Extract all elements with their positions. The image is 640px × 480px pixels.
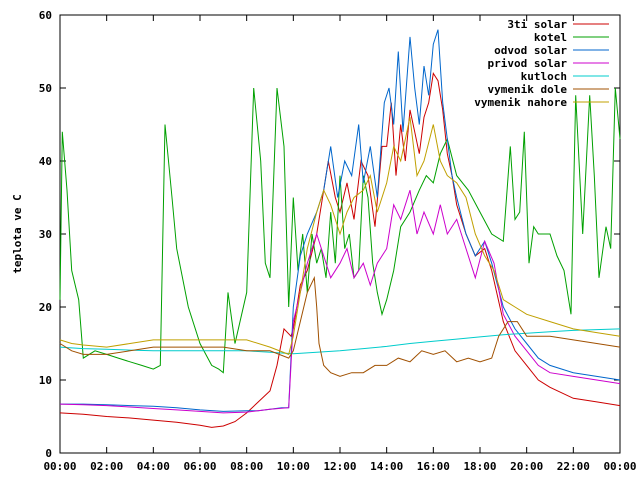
legend-label-vymenik-dole: vymenik dole: [488, 83, 568, 96]
legend-label-odvod-solar: odvod solar: [494, 44, 567, 57]
y-tick-label: 40: [39, 155, 52, 168]
legend-label-3ti-solar: 3ti solar: [507, 18, 567, 31]
legend-label-kotel: kotel: [534, 31, 567, 44]
series-layer: [59, 29, 621, 428]
legend-label-vymenik-nahore: vymenik nahore: [474, 96, 567, 109]
series-line-privod-solar: [59, 190, 621, 414]
x-tick-label: 00:00: [43, 460, 76, 473]
series-line-vymenik-nahore: [59, 117, 621, 356]
y-axis-title: teplota ve C: [11, 194, 24, 273]
legend-label-kutloch: kutloch: [521, 70, 567, 83]
y-tick-label: 10: [39, 374, 52, 387]
legend-label-privod-solar: privod solar: [488, 57, 568, 70]
x-tick-label: 10:00: [277, 460, 310, 473]
y-tick-label: 20: [39, 301, 52, 314]
x-tick-label: 12:00: [323, 460, 356, 473]
x-tick-label: 18:00: [463, 460, 496, 473]
x-tick-label: 22:00: [557, 460, 590, 473]
x-tick-label: 02:00: [90, 460, 123, 473]
y-tick-label: 0: [45, 447, 52, 460]
x-tick-label: 08:00: [230, 460, 263, 473]
x-tick-label: 04:00: [137, 460, 170, 473]
x-tick-label: 16:00: [417, 460, 450, 473]
x-tick-label: 00:00: [603, 460, 636, 473]
axis-ticks: 00:00 02:00 04:00 06:00 08:00 10:00 12:00 14:00…: [39, 9, 637, 473]
x-tick-label: 20:00: [510, 460, 543, 473]
y-tick-label: 60: [39, 9, 52, 22]
series-line-kutloch: [59, 328, 621, 355]
series-line-3ti-solar: [59, 72, 621, 428]
y-tick-label: 50: [39, 82, 52, 95]
series-line-vymenik-dole: [59, 275, 621, 377]
series-line-kotel: [59, 87, 621, 374]
y-tick-label: 30: [39, 228, 52, 241]
x-tick-label: 06:00: [183, 460, 216, 473]
x-tick-label: 14:00: [370, 460, 403, 473]
